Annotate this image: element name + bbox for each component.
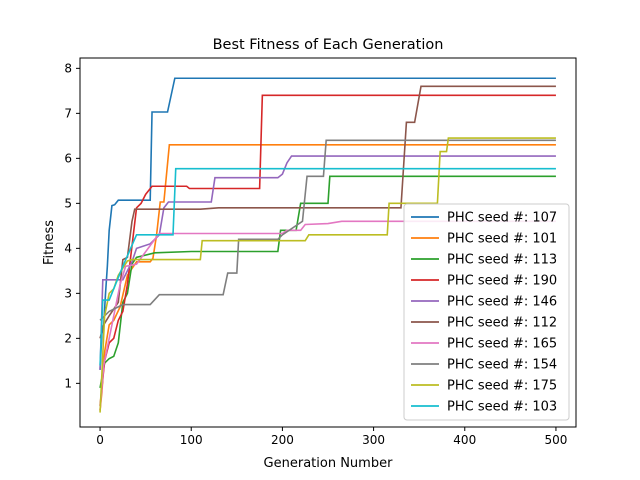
y-tick-label: 7 xyxy=(64,106,72,120)
legend-entry: PHC seed #: 154 xyxy=(447,358,557,373)
plot-lines xyxy=(99,77,556,413)
legend-entry: PHC seed #: 112 xyxy=(447,316,557,331)
y-tick-label: 6 xyxy=(64,151,72,165)
y-tick-label: 4 xyxy=(64,241,72,255)
legend-entry: PHC seed #: 103 xyxy=(447,400,557,415)
axes-frame xyxy=(79,57,577,428)
x-tick-label: 200 xyxy=(271,433,294,447)
y-axis-ticks: 1 2 3 4 5 6 7 8 xyxy=(64,61,80,390)
legend-entry: PHC seed #: 107 xyxy=(447,211,557,226)
legend-entry: PHC seed #: 165 xyxy=(447,337,557,352)
x-tick-label: 100 xyxy=(180,433,203,447)
x-tick-label: 300 xyxy=(362,433,385,447)
series-line-2 xyxy=(99,175,556,388)
legend-entry: PHC seed #: 175 xyxy=(447,379,557,394)
series-line-7 xyxy=(99,139,556,321)
series-line-9 xyxy=(99,167,556,366)
series-line-4 xyxy=(99,155,556,370)
series-line-5 xyxy=(99,85,556,339)
legend-entry: PHC seed #: 190 xyxy=(447,274,557,289)
series-line-3 xyxy=(99,94,556,406)
y-tick-label: 5 xyxy=(64,196,72,210)
x-axis-ticks: 0 100 200 300 400 500 xyxy=(96,427,567,447)
y-tick-label: 2 xyxy=(64,331,72,345)
x-axis-label: Generation Number xyxy=(264,456,394,471)
legend-box xyxy=(403,203,570,421)
series-line-0 xyxy=(99,77,556,370)
x-tick-label: 0 xyxy=(96,433,104,447)
x-tick-label: 500 xyxy=(544,433,567,447)
y-tick-label: 1 xyxy=(64,376,72,390)
chart-title: Best Fitness of Each Generation xyxy=(213,37,444,53)
x-tick-label: 400 xyxy=(453,433,476,447)
y-tick-label: 3 xyxy=(64,286,72,300)
series-line-6 xyxy=(99,220,556,411)
legend-entry: PHC seed #: 113 xyxy=(447,253,557,268)
series-line-1 xyxy=(99,144,556,411)
y-axis-label: Fitness xyxy=(42,220,57,265)
legend-entry: PHC seed #: 146 xyxy=(447,295,557,310)
legend-entry: PHC seed #: 101 xyxy=(447,232,557,247)
legend: PHC seed #: 107 PHC seed #: 101 PHC seed #… xyxy=(403,203,570,421)
y-tick-label: 8 xyxy=(64,61,72,75)
